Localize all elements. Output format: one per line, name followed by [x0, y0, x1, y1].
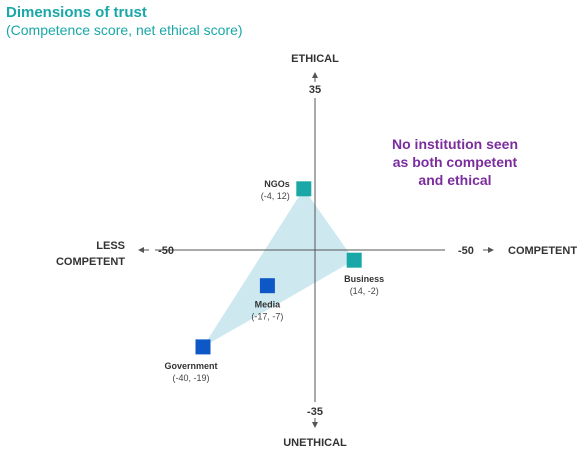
- annotation-line-3: and ethical: [418, 172, 491, 188]
- axis-label-less-competent: COMPETENT: [56, 256, 125, 268]
- point-value-government: (-40, -19): [172, 373, 209, 383]
- chart-title: Dimensions of trust: [6, 4, 147, 21]
- axis-label-less: LESS: [96, 240, 125, 252]
- arrow-up-icon: [312, 72, 318, 78]
- point-business: [346, 252, 362, 268]
- point-name-government: Government: [164, 361, 217, 371]
- point-value-ngos: (-4, 12): [261, 191, 290, 201]
- axis-label-unethical: UNETHICAL: [283, 437, 347, 449]
- tick-label-bottom: -35: [307, 406, 323, 418]
- triangle-region: [203, 188, 355, 347]
- annotation-line-1: No institution seen: [392, 136, 518, 152]
- annotation-line-2: as both competent: [393, 154, 518, 170]
- arrow-right-icon: [488, 247, 494, 253]
- point-ngos: [296, 181, 312, 197]
- points-layer: NGOs (-4, 12) Business (14, -2) Media (-17, -…: [164, 179, 384, 383]
- point-name-business: Business: [344, 274, 384, 284]
- chart-subtitle: (Competence score, net ethical score): [6, 22, 243, 38]
- arrow-left-icon: [138, 247, 144, 253]
- point-government: [195, 339, 211, 355]
- tick-label-right: -50: [458, 245, 474, 257]
- point-value-business: (14, -2): [350, 286, 379, 296]
- tick-label-top: 35: [309, 84, 321, 96]
- axis-label-competent: COMPETENT: [508, 245, 577, 257]
- arrow-down-icon: [312, 422, 318, 428]
- point-name-media: Media: [255, 300, 282, 310]
- axis-label-ethical: ETHICAL: [291, 53, 339, 65]
- point-name-ngos: NGOs: [264, 179, 290, 189]
- tick-label-left: -50: [158, 245, 174, 257]
- point-value-media: (-17, -7): [251, 312, 283, 322]
- point-media: [259, 278, 275, 294]
